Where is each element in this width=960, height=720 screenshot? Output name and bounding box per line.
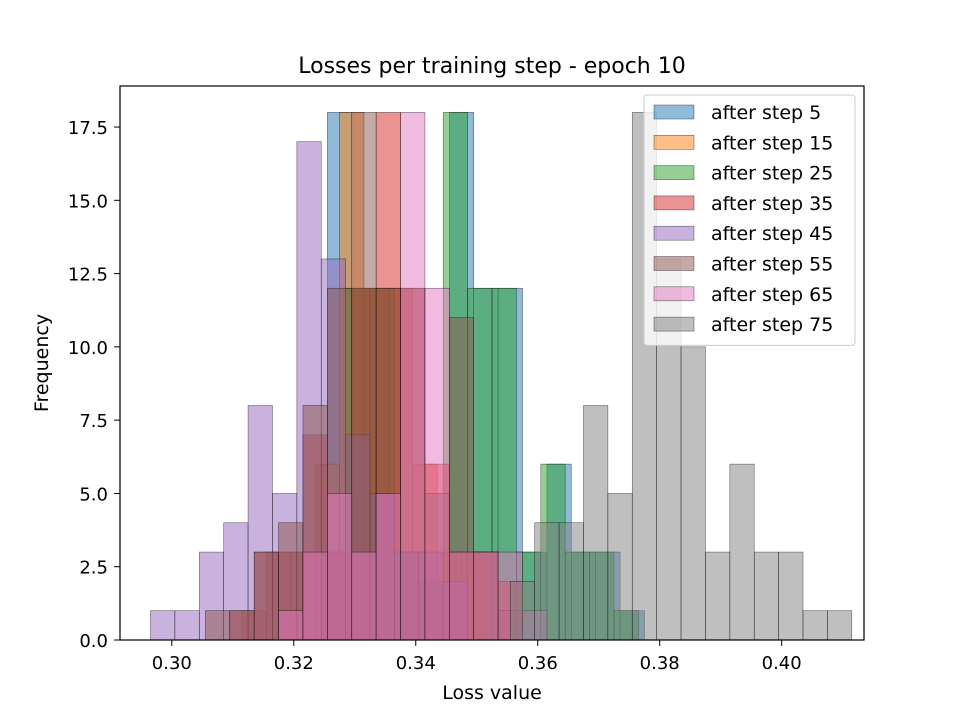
histogram-bar bbox=[327, 493, 353, 641]
histogram-bar bbox=[150, 610, 176, 641]
y-tick-label: 17.5 bbox=[68, 118, 108, 139]
chart-legend: after step 5 after step 15 after step 25 af… bbox=[643, 94, 856, 346]
chart-title: Losses per training step - epoch 10 bbox=[298, 54, 686, 79]
y-tick-label: 12.5 bbox=[68, 265, 108, 286]
y-tick-label: 7.5 bbox=[79, 411, 108, 432]
histogram-bar bbox=[534, 522, 560, 641]
legend-label: after step 15 bbox=[711, 132, 833, 154]
histogram-bar bbox=[229, 610, 255, 641]
histogram-bar bbox=[351, 551, 377, 641]
histogram-bar bbox=[705, 551, 731, 641]
legend-label: after step 65 bbox=[711, 284, 833, 306]
legend-swatch bbox=[653, 256, 695, 271]
histogram-bar bbox=[424, 287, 450, 641]
legend-label: after step 75 bbox=[711, 314, 833, 336]
x-axis-label: Loss value bbox=[442, 682, 542, 704]
histogram-bar bbox=[827, 610, 853, 641]
histogram-bar bbox=[778, 551, 804, 641]
x-tick-label: 0.40 bbox=[762, 653, 802, 674]
histogram-bar bbox=[753, 551, 779, 641]
legend-swatch bbox=[653, 225, 695, 241]
y-tick-label: 0.0 bbox=[79, 631, 108, 652]
y-axis-ticks: 0.0 2.5 5.0 7.5 10.0 12.5 15.0 17.5 bbox=[68, 118, 120, 652]
legend-label: after step 5 bbox=[711, 102, 821, 124]
histogram-bar bbox=[509, 581, 535, 641]
legend-swatch bbox=[653, 286, 695, 302]
y-axis-label: Frequency bbox=[31, 314, 53, 412]
histogram-bar bbox=[174, 610, 200, 641]
x-axis-ticks: 0.30 0.32 0.34 0.36 0.38 0.40 bbox=[152, 640, 802, 674]
histogram-bar bbox=[375, 493, 401, 641]
y-tick-label: 15.0 bbox=[68, 191, 108, 212]
x-tick-label: 0.30 bbox=[152, 653, 192, 674]
legend-box bbox=[643, 94, 856, 346]
legend-swatch bbox=[653, 316, 695, 332]
histogram-bar bbox=[558, 522, 584, 641]
histogram-bar bbox=[205, 610, 231, 641]
legend-swatch bbox=[653, 195, 695, 211]
legend-swatch bbox=[653, 104, 695, 120]
y-tick-label: 2.5 bbox=[79, 558, 108, 579]
histogram-bar bbox=[729, 463, 755, 641]
legend-swatch bbox=[653, 165, 695, 180]
histogram-bar bbox=[253, 551, 279, 641]
legend-label: after step 45 bbox=[711, 223, 833, 245]
x-tick-label: 0.34 bbox=[396, 653, 436, 674]
plot-frame bbox=[119, 85, 865, 641]
histogram-bar bbox=[302, 551, 328, 641]
histogram-bar bbox=[802, 610, 828, 641]
histogram-bar bbox=[583, 405, 609, 641]
histogram-bar bbox=[449, 551, 475, 641]
histogram-bar bbox=[400, 112, 426, 641]
x-tick-label: 0.36 bbox=[518, 653, 558, 674]
histogram-bar bbox=[607, 493, 633, 641]
x-tick-label: 0.32 bbox=[274, 653, 314, 674]
legend-label: after step 35 bbox=[711, 193, 833, 215]
y-tick-label: 10.0 bbox=[68, 338, 108, 359]
histogram-bar bbox=[278, 610, 304, 641]
histogram-bar bbox=[473, 551, 499, 641]
x-tick-label: 0.38 bbox=[640, 653, 680, 674]
legend-swatch bbox=[653, 135, 695, 150]
legend-label: after step 25 bbox=[711, 163, 833, 185]
y-tick-label: 5.0 bbox=[79, 484, 108, 505]
legend-label: after step 55 bbox=[711, 254, 833, 276]
histogram-bar bbox=[680, 346, 706, 641]
